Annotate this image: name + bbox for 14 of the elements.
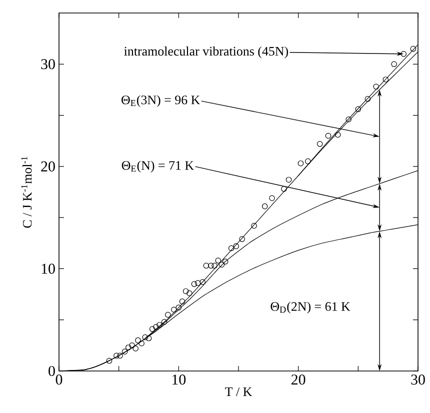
x-tick-label: 20 [292,374,306,385]
annotation: Θ$_{E}$(N) = 71 K [122,160,194,172]
annotation: Θ$_{D}$(2N) = 61 K [270,302,350,314]
y-tick-label: 30 [41,59,55,70]
y-tick-label: 0 [48,366,55,376]
y-axis-title: C / J K$^{-1}$mol$^{-1}$ [21,156,32,228]
x-axis-title: T / K [225,387,252,396]
x-tick-label: 10 [172,374,186,385]
annotation: intramolecular vibrations (45N) [124,46,288,58]
y-tick-label: 20 [41,161,55,172]
y-tick-label: 10 [42,264,55,274]
x-tick-label: 30 [411,374,425,385]
x-tick-label: 0 [56,374,62,385]
annotation: Θ$_{E}$(3N) = 96 K [122,95,200,107]
